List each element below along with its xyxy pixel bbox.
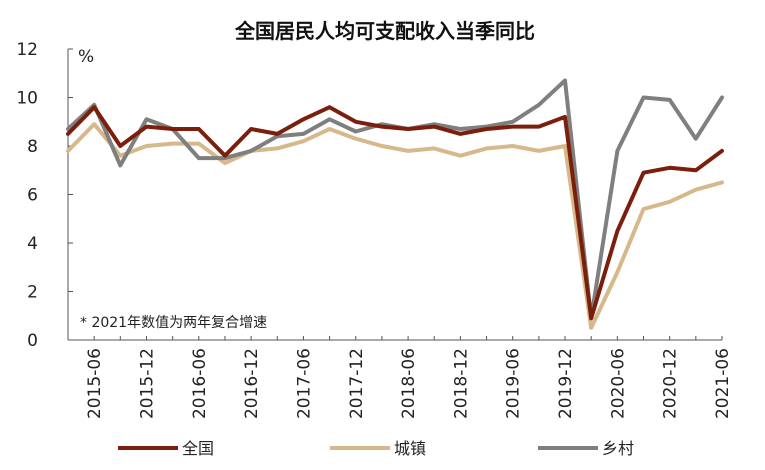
y-tick-label: 0 (27, 331, 38, 351)
x-tick-label: 2017-06 (294, 348, 314, 419)
x-tick-label: 2017-12 (347, 348, 367, 419)
series-line-城镇 (66, 122, 724, 330)
y-tick-label: 6 (27, 186, 38, 206)
legend-label: 乡村 (602, 439, 634, 458)
series-line-全国 (66, 105, 724, 321)
chart-title: 全国居民人均可支配收入当季同比 (234, 19, 535, 43)
legend-label: 全国 (182, 439, 214, 458)
x-tick-label: 2021-06 (713, 348, 733, 419)
axes: 0 2 4 6 8 10 12 2015-06 2015-12 2016-06 2016-12 201… (16, 40, 733, 419)
x-tick-label: 2015-06 (85, 348, 105, 419)
y-tick-label: 12 (16, 40, 38, 60)
legend-label: 城镇 (394, 439, 426, 458)
x-tick-label: 2019-12 (556, 348, 576, 419)
y-tick-label: 4 (27, 234, 38, 254)
x-tick-label: 2019-06 (504, 348, 524, 419)
series-lines (66, 78, 724, 330)
x-tick-label: 2015-12 (137, 348, 157, 419)
chart-note: * 2021年数值为两年复合增速 (80, 314, 267, 331)
x-tick-label: 2016-06 (190, 348, 210, 419)
x-tick-label: 2020-12 (661, 348, 681, 419)
x-tick-label: 2018-12 (451, 348, 471, 419)
y-tick-label: 10 (16, 89, 38, 109)
x-tick-label: 2020-06 (608, 348, 628, 419)
x-tick-label: 2018-06 (399, 348, 419, 419)
y-unit-label: % (78, 47, 94, 67)
x-tick-label: 2016-12 (242, 348, 262, 419)
y-tick-label: 2 (27, 283, 38, 303)
y-tick-label: 8 (27, 137, 38, 157)
series-line-乡村 (66, 78, 724, 321)
legend: 全国 城镇 乡村 (118, 439, 634, 458)
